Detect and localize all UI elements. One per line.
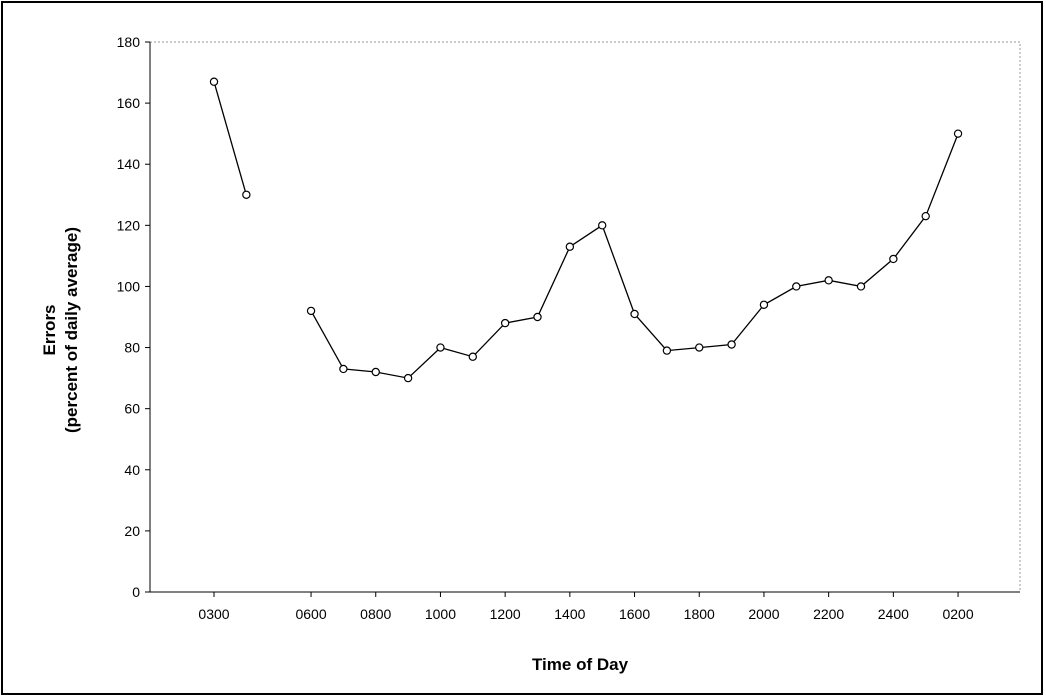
- series-line: [310, 133, 959, 379]
- data-point: [209, 77, 219, 86]
- y-tick-label: 100: [117, 278, 141, 294]
- data-point: [630, 309, 639, 319]
- y-tick-label: 0: [132, 584, 140, 600]
- x-tick-label: 1000: [425, 606, 456, 622]
- y-tick-label: 40: [124, 462, 140, 478]
- x-tick-label: 0600: [295, 606, 326, 622]
- data-point: [856, 282, 866, 291]
- data-point: [695, 343, 704, 352]
- x-tick-label: 2200: [813, 606, 844, 622]
- data-point: [759, 300, 769, 309]
- x-tick-label: 0300: [198, 606, 229, 622]
- x-tick-label: 2000: [748, 606, 779, 622]
- data-point: [371, 367, 380, 377]
- x-tick-label: 1600: [619, 606, 650, 622]
- x-tick-label: 0200: [942, 606, 973, 622]
- data-point: [662, 346, 672, 355]
- y-axis-title-line2: (percent of daily average): [62, 227, 81, 433]
- y-axis-title-line1: Errors: [40, 304, 59, 355]
- y-tick-label: 120: [117, 217, 141, 233]
- y-tick-label: 180: [117, 34, 141, 50]
- x-tick-label: 2400: [878, 606, 909, 622]
- data-point: [824, 276, 833, 285]
- data-point: [242, 190, 251, 199]
- x-tick-label: 0800: [360, 606, 391, 622]
- data-point: [792, 282, 801, 291]
- series-line: [213, 81, 247, 195]
- x-axis-title: Time of Day: [532, 655, 629, 674]
- y-tick-label: 80: [124, 340, 140, 356]
- data-point: [598, 221, 607, 230]
- y-tick-label: 60: [124, 401, 140, 417]
- data-point: [727, 340, 736, 349]
- data-point: [468, 352, 477, 361]
- data-point: [533, 312, 542, 322]
- data-point: [339, 364, 348, 374]
- data-point: [306, 306, 316, 316]
- data-point: [565, 242, 575, 251]
- y-tick-label: 160: [117, 95, 141, 111]
- data-point: [889, 254, 898, 264]
- x-tick-label: 1400: [554, 606, 585, 622]
- data-point: [403, 373, 413, 383]
- x-tick-label: 1200: [490, 606, 521, 622]
- data-point: [953, 129, 963, 138]
- data-point: [436, 343, 445, 352]
- y-tick-label: 20: [124, 523, 140, 539]
- plot-area: [149, 41, 1021, 593]
- x-tick-label: 1800: [684, 606, 715, 622]
- y-tick-label: 140: [117, 156, 141, 172]
- data-point: [500, 318, 510, 328]
- data-point: [921, 211, 930, 221]
